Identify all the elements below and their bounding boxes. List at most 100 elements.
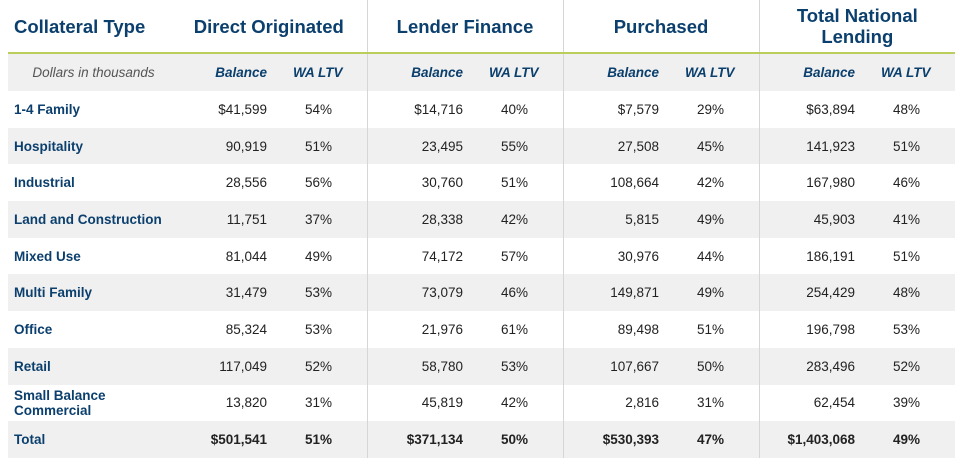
ltv-cell: 49% — [675, 274, 760, 312]
ltv-cell: 56% — [305, 175, 333, 191]
table-row: Retail 117,049 52% 58,780 53% 107,667 50… — [8, 347, 956, 385]
table-row: Hospitality 90,919 51% 23,495 55% 27,508… — [8, 127, 956, 165]
balance-cell: 89,498 — [562, 311, 676, 348]
header-row: Collateral Type Direct Originated Lender… — [8, 0, 956, 54]
ltv-cell: 50% — [675, 347, 760, 385]
balance-cell: 28,556 — [225, 175, 267, 191]
ltv-cell: 29% — [697, 101, 725, 117]
wa-ltv-column-header: WA LTV — [871, 53, 956, 91]
balance-cell: 21,976 — [366, 311, 479, 348]
ltv-cell: 51% — [893, 248, 921, 264]
table-row: Industrial 28,556 56% 30,760 51% 108,664… — [8, 164, 955, 202]
ltv-cell: 55% — [479, 127, 564, 165]
ltv-cell: 48% — [893, 101, 921, 117]
table-row: Small Balance Commercial 13,820 31% 45,8… — [8, 384, 955, 422]
wa-ltv-column-header: WA LTV — [675, 53, 760, 91]
balance-cell: 23,495 — [366, 127, 479, 165]
balance-cell: 141,923 — [758, 127, 872, 165]
ltv-cell: 53% — [893, 321, 921, 337]
balance-cell: 117,049 — [171, 347, 283, 385]
balance-column-header: Balance — [758, 53, 872, 91]
row-label: Retail — [8, 347, 171, 385]
wa-ltv-column-header: WA LTV — [283, 53, 367, 91]
collateral-table: Collateral Type Direct Originated Lender… — [8, 0, 956, 458]
balance-cell: 11,751 — [171, 201, 283, 238]
balance-cell: 149,871 — [562, 274, 676, 312]
balance-cell: 90,919 — [171, 127, 283, 165]
ltv-cell: 48% — [871, 274, 956, 312]
ltv-cell: 41% — [871, 201, 956, 238]
balance-cell: 31,479 — [171, 274, 283, 312]
balance-cell: 74,172 — [366, 237, 479, 275]
balance-cell: 13,820 — [225, 395, 267, 411]
group-header-direct-originated: Direct Originated — [171, 0, 367, 54]
ltv-cell: 37% — [283, 201, 367, 238]
balance-column-header: Balance — [562, 53, 676, 91]
balance-cell: 107,667 — [562, 347, 676, 385]
balance-cell: 28,338 — [366, 201, 479, 238]
collateral-type-header: Collateral Type — [8, 0, 171, 54]
balance-cell: $14,716 — [366, 91, 479, 128]
ltv-cell: 61% — [501, 321, 529, 337]
balance-cell: 167,980 — [758, 164, 872, 202]
ltv-cell: 51% — [871, 127, 956, 165]
ltv-cell: 50% — [479, 421, 564, 458]
balance-column-header: Balance — [366, 53, 479, 91]
ltv-cell: 47% — [675, 421, 760, 458]
balance-cell: $1,403,068 — [758, 421, 872, 458]
row-label: Industrial — [14, 175, 75, 191]
row-label: Hospitality — [8, 127, 171, 165]
wa-ltv-column-header: WA LTV — [479, 53, 564, 91]
balance-cell: 73,079 — [366, 274, 479, 312]
balance-cell: 30,976 — [562, 237, 676, 275]
ltv-cell: 44% — [697, 248, 725, 264]
balance-cell: 254,429 — [758, 274, 872, 312]
balance-cell: $501,541 — [171, 421, 283, 458]
row-label: Land and Construction — [8, 201, 171, 238]
ltv-cell: 42% — [501, 395, 529, 411]
ltv-cell: 49% — [675, 201, 760, 238]
balance-cell: 5,815 — [562, 201, 676, 238]
total-row: Total $501,541 51% $371,134 50% $530,393… — [8, 421, 956, 458]
ltv-cell: 53% — [283, 274, 367, 312]
ltv-cell: 54% — [305, 101, 333, 117]
balance-cell: 2,816 — [562, 384, 676, 422]
balance-cell: $530,393 — [562, 421, 676, 458]
table-row: Mixed Use 81,044 49% 74,172 57% 30,976 4… — [8, 237, 955, 275]
balance-cell: 283,496 — [758, 347, 872, 385]
subheader-row: Dollars in thousands Balance WA LTV Bala… — [8, 53, 956, 91]
balance-cell: 186,191 — [758, 237, 872, 275]
balance-cell: 45,819 — [366, 384, 479, 422]
balance-cell: 62,454 — [758, 384, 872, 422]
ltv-cell: 45% — [675, 127, 760, 165]
balance-column-header: Balance — [171, 53, 283, 91]
ltv-cell: 31% — [697, 395, 725, 411]
group-header-lender-finance: Lender Finance — [366, 0, 564, 54]
units-note: Dollars in thousands — [8, 53, 171, 91]
ltv-cell: 46% — [893, 175, 921, 191]
balance-cell: 85,324 — [225, 321, 267, 337]
row-label: Small Balance Commercial — [14, 387, 106, 418]
ltv-cell: 49% — [305, 248, 333, 264]
group-header-purchased: Purchased — [562, 0, 760, 54]
balance-cell: $371,134 — [366, 421, 479, 458]
balance-cell: 27,508 — [562, 127, 676, 165]
table-row: 1-4 Family $41,599 54% $14,716 40% $7,57… — [8, 91, 955, 128]
balance-cell: 58,780 — [366, 347, 479, 385]
balance-cell: 30,760 — [366, 164, 479, 202]
row-label: Office — [14, 321, 53, 337]
ltv-cell: 39% — [893, 395, 921, 411]
ltv-cell: 40% — [501, 101, 529, 117]
ltv-cell: 46% — [479, 274, 564, 312]
table-row: Land and Construction 11,751 37% 28,338 … — [8, 201, 956, 238]
ltv-cell: 31% — [305, 395, 333, 411]
balance-cell: 81,044 — [225, 248, 267, 264]
balance-cell: 45,903 — [758, 201, 872, 238]
ltv-cell: 52% — [283, 347, 367, 385]
ltv-cell: 49% — [871, 421, 956, 458]
balance-cell: 108,664 — [562, 164, 676, 202]
row-label: 1-4 Family — [14, 101, 81, 117]
balance-cell: 196,798 — [758, 311, 872, 348]
ltv-cell: 52% — [871, 347, 956, 385]
